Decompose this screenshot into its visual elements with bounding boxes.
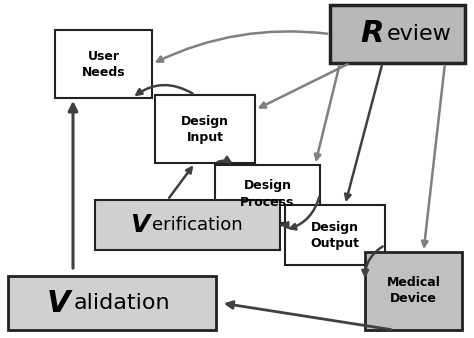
Text: V: V [130,213,149,237]
Text: alidation: alidation [74,293,171,313]
Text: Design
Output: Design Output [310,220,359,249]
Text: V: V [46,289,70,317]
Text: Medical
Device: Medical Device [387,276,440,306]
FancyBboxPatch shape [55,30,152,98]
Text: R: R [360,20,383,48]
Text: Design
Input: Design Input [181,115,229,144]
FancyBboxPatch shape [215,165,320,223]
Text: Design
Process: Design Process [240,179,295,209]
FancyBboxPatch shape [155,95,255,163]
Text: eview: eview [386,24,451,44]
FancyBboxPatch shape [8,276,216,330]
FancyBboxPatch shape [285,205,385,265]
FancyBboxPatch shape [365,252,462,330]
FancyBboxPatch shape [95,200,280,250]
Text: erification: erification [153,216,243,234]
FancyBboxPatch shape [330,5,465,63]
Text: User
Needs: User Needs [82,49,125,78]
